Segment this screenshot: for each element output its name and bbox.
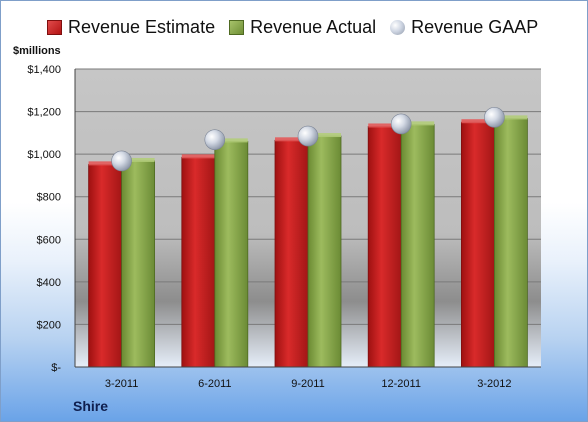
x-tick-label: 3-2012 <box>477 378 511 390</box>
bar-revenue-estimate <box>274 139 309 368</box>
y-tick-label: $800 <box>37 192 61 204</box>
y-tick-label: $1,000 <box>27 149 61 161</box>
y-tick-label: $1,400 <box>27 64 61 76</box>
legend-label-actual: Revenue Actual <box>250 17 377 37</box>
bar-top-estimate <box>181 154 215 159</box>
y-unit-label: $millions <box>13 45 61 57</box>
legend-label-gaap: Revenue GAAP <box>411 17 539 37</box>
y-tick-label: $600 <box>37 234 61 246</box>
legend-item-gaap: Revenue GAAP <box>390 17 538 38</box>
y-tick-label: $400 <box>37 277 61 289</box>
gaap-sphere-icon <box>390 20 406 35</box>
legend-item-actual: Revenue Actual <box>229 17 376 38</box>
bar-top-actual <box>401 121 435 126</box>
gaap-point <box>204 129 226 150</box>
bar-revenue-actual <box>121 160 155 368</box>
bar-top-estimate <box>368 123 402 128</box>
bar-revenue-actual <box>400 123 435 368</box>
gaap-point <box>484 107 505 128</box>
gaap-point <box>111 150 132 172</box>
bar-top-estimate <box>461 119 495 124</box>
bar-revenue-actual <box>307 135 342 368</box>
x-tick-label: 6-2011 <box>198 378 231 390</box>
x-tick-label: 3-2011 <box>105 378 138 390</box>
bar-top-actual <box>308 133 341 138</box>
legend-label-estimate: Revenue Estimate <box>68 17 216 37</box>
bar-top-estimate <box>88 161 122 166</box>
y-tick-label: $200 <box>37 319 61 331</box>
actual-swatch-icon <box>229 20 245 35</box>
bar-revenue-estimate <box>88 163 122 368</box>
legend: Revenue Estimate Revenue Actual Revenue … <box>47 17 538 38</box>
bar-revenue-estimate <box>460 121 495 368</box>
legend-item-estimate: Revenue Estimate <box>47 17 215 38</box>
bar-revenue-estimate <box>181 156 216 368</box>
company-label: Shire <box>73 398 109 414</box>
bar-revenue-actual <box>214 140 249 368</box>
bar-revenue-estimate <box>367 126 402 368</box>
bar-revenue-actual <box>493 117 528 368</box>
gaap-point <box>390 113 412 135</box>
x-tick-label: 9-2011 <box>291 378 324 390</box>
y-tick-label: $1,200 <box>27 107 61 119</box>
bar-top-actual <box>214 138 248 143</box>
gaap-point <box>297 125 319 147</box>
y-tick-label: $- <box>51 362 61 374</box>
bar-top-actual <box>494 115 528 120</box>
bar-top-actual <box>121 157 155 162</box>
bar-top-estimate <box>275 137 308 142</box>
estimate-swatch-icon <box>47 20 62 35</box>
x-tick-label: 12-2011 <box>381 378 421 390</box>
